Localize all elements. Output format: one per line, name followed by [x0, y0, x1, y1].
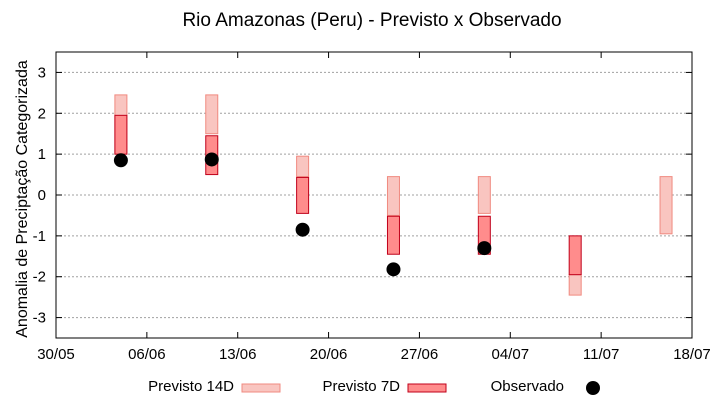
y-tick-label: 1 [38, 146, 46, 163]
previsto-14d-bar [477, 176, 491, 214]
y-tick-label: -1 [33, 228, 46, 245]
previsto-14d-bar [568, 274, 582, 296]
grid-layer [56, 71, 692, 319]
legend-label-previsto-14d: Previsto 14D [148, 378, 234, 395]
observado-point [477, 241, 492, 256]
legend-label-previsto-7d: Previsto 7D [322, 378, 400, 395]
legend-swatch-previsto-7d [407, 383, 447, 393]
y-tick-label: 3 [38, 64, 46, 81]
x-tick-label: 18/07 [673, 346, 711, 363]
y-tick-label: 2 [38, 105, 46, 122]
x-tick-label: 04/07 [492, 346, 530, 363]
previsto-7d-bar [386, 215, 400, 255]
y-tick-label: -2 [33, 269, 46, 286]
observado-point [386, 262, 401, 277]
chart-title: Rio Amazonas (Peru) - Previsto x Observa… [182, 10, 561, 31]
observado-point [113, 153, 128, 168]
previsto-7d-bar [114, 114, 128, 155]
axis-ticks: 3 2 1 0 -1 -2 -3 30/05 06/06 13/06 20/06 27/06 04/07… [33, 52, 711, 363]
y-tick-label: 0 [38, 187, 46, 204]
x-tick-label: 20/06 [310, 346, 348, 363]
previsto-14d-bar [296, 155, 310, 178]
previsto-14d-bar [205, 94, 219, 135]
x-tick-label: 11/07 [583, 346, 619, 363]
x-tick-label: 27/06 [401, 346, 439, 363]
legend-label-observado: Observado [491, 378, 564, 395]
previsto-7d-bar [568, 235, 582, 276]
y-tick-label: -3 [33, 310, 46, 327]
legend-swatch-previsto-14d [241, 383, 281, 393]
previsto-7d-bar [296, 176, 310, 214]
legend: Previsto 14D Previsto 7D Observado [148, 378, 600, 395]
observado-point [295, 222, 310, 237]
observado-point [204, 152, 219, 167]
legend-marker-observado [586, 381, 600, 395]
x-tick-label: 13/06 [219, 346, 257, 363]
x-tick-label: 30/05 [37, 346, 75, 363]
observado-points [113, 152, 492, 277]
previsto-14d-bar [386, 176, 400, 216]
previsto-14d-bar [659, 176, 673, 235]
x-tick-label: 06/06 [128, 346, 166, 363]
y-axis-label: Anomalia de Preciptação Categorizada [14, 60, 31, 338]
